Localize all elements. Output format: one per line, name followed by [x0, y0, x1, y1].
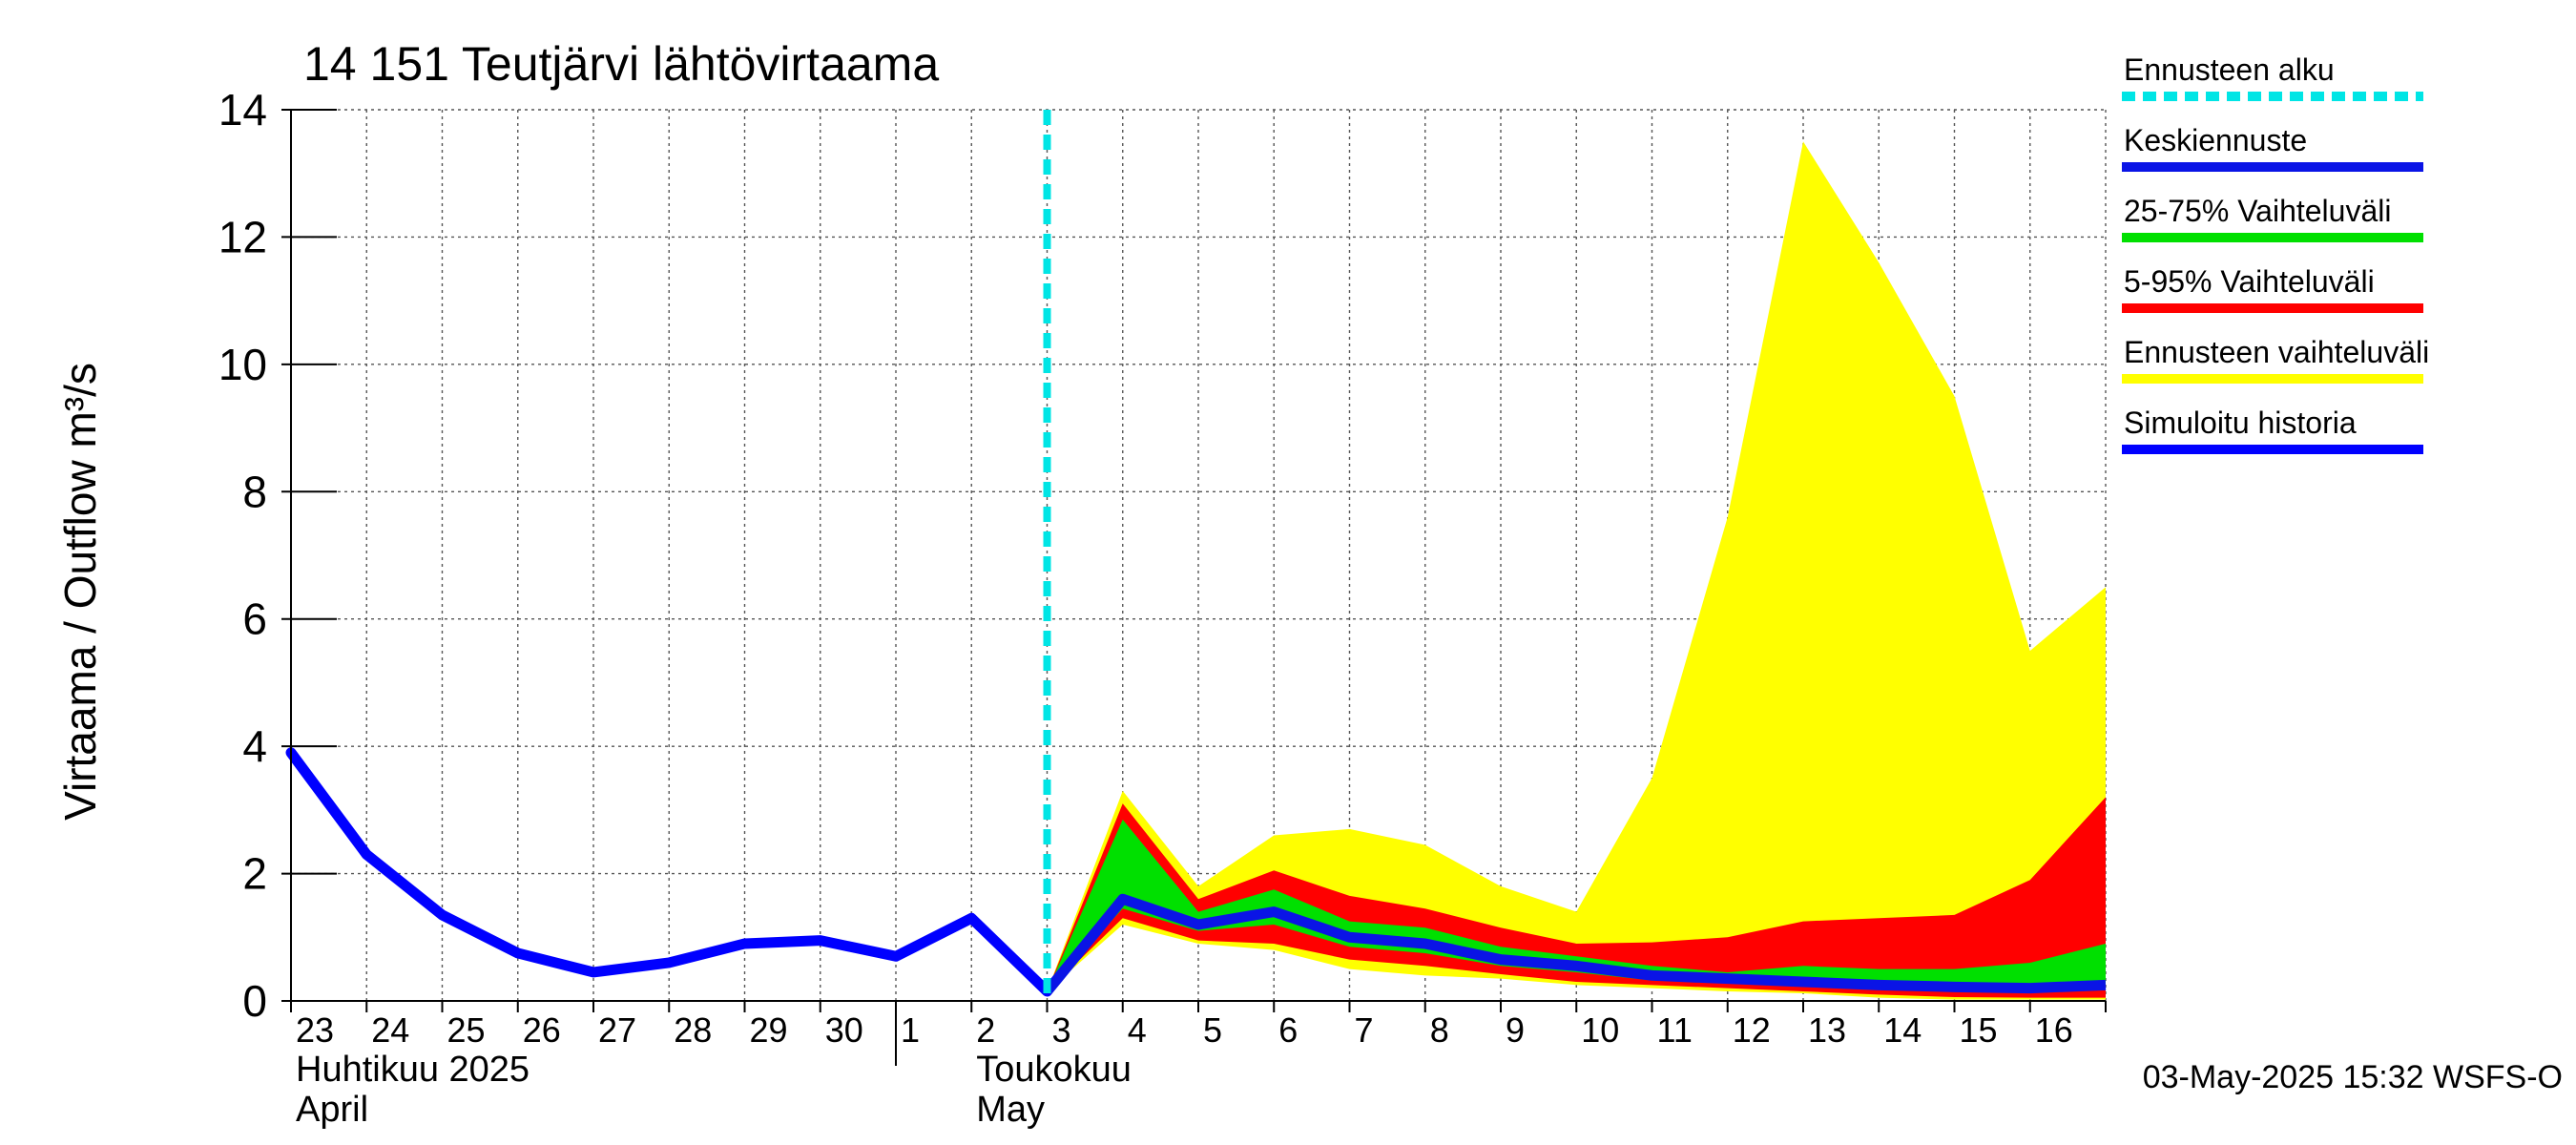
chart-title: 14 151 Teutjärvi lähtövirtaama	[303, 37, 939, 91]
x-tick-label: 2	[976, 1010, 995, 1050]
x-tick-label: 16	[2035, 1010, 2073, 1050]
x-tick-label: 1	[901, 1010, 920, 1050]
month-label: Huhtikuu 2025	[296, 1050, 530, 1090]
legend: Ennusteen alku Keskiennuste 25-75% Vaihtel…	[2122, 52, 2429, 454]
forecast-range-band	[1047, 141, 2106, 1000]
x-tick-label: 9	[1506, 1010, 1525, 1050]
series-lines	[285, 110, 2107, 1001]
legend-label: Keskiennuste	[2124, 123, 2307, 157]
x-tick-label: 7	[1355, 1010, 1374, 1050]
y-axis-label: Virtaama / Outflow m³/s	[55, 363, 105, 821]
y-tick-label: 2	[242, 849, 267, 899]
month-label-english: May	[976, 1090, 1045, 1130]
y-tick-label: 14	[218, 85, 267, 135]
x-tick-label: 30	[825, 1010, 863, 1050]
x-tick-label: 14	[1883, 1010, 1922, 1050]
x-tick-label: 5	[1203, 1010, 1222, 1050]
x-tick-label: 13	[1808, 1010, 1846, 1050]
band-5-95	[1047, 797, 2106, 998]
month-label-english: April	[296, 1090, 368, 1130]
x-tick-label: 11	[1657, 1010, 1693, 1050]
x-tick-label: 29	[750, 1010, 788, 1050]
y-tick-label: 10	[218, 340, 267, 389]
month-label: Toukokuu	[976, 1050, 1132, 1090]
y-tick-label: 8	[242, 467, 267, 516]
x-tick-label: 6	[1278, 1010, 1298, 1050]
legend-label: 25-75% Vaihteluväli	[2124, 194, 2391, 228]
legend-label: Ennusteen vaihteluväli	[2124, 335, 2429, 369]
forecast-bands	[1047, 141, 2106, 1000]
x-tick-label: 26	[523, 1010, 561, 1050]
band-25-75	[1047, 819, 2106, 991]
x-tick-label: 24	[371, 1010, 409, 1050]
x-tick-label: 23	[296, 1010, 334, 1050]
y-tick-label: 6	[242, 594, 267, 644]
x-tick-label: 8	[1430, 1010, 1449, 1050]
y-tick-label: 12	[218, 212, 267, 261]
x-tick-label: 27	[598, 1010, 636, 1050]
x-tick-label: 25	[447, 1010, 486, 1050]
y-tick-label: 4	[242, 721, 267, 771]
median-forecast-line	[1043, 893, 2107, 995]
legend-label: 5-95% Vaihteluväli	[2124, 264, 2375, 299]
x-tick-label: 3	[1052, 1010, 1071, 1050]
x-tick-label: 12	[1733, 1010, 1771, 1050]
legend-label: Ennusteen alku	[2124, 52, 2335, 87]
x-tick-label: 15	[1960, 1010, 1998, 1050]
x-tick-label: 10	[1581, 1010, 1619, 1050]
x-tick-label: 28	[674, 1010, 712, 1050]
simulated-history-line	[285, 747, 1052, 997]
timestamp: 03-May-2025 15:32 WSFS-O	[2143, 1059, 2563, 1095]
x-tick-label: 4	[1128, 1010, 1147, 1050]
y-tick-label: 0	[242, 976, 267, 1026]
legend-label: Simuloitu historia	[2124, 406, 2357, 440]
